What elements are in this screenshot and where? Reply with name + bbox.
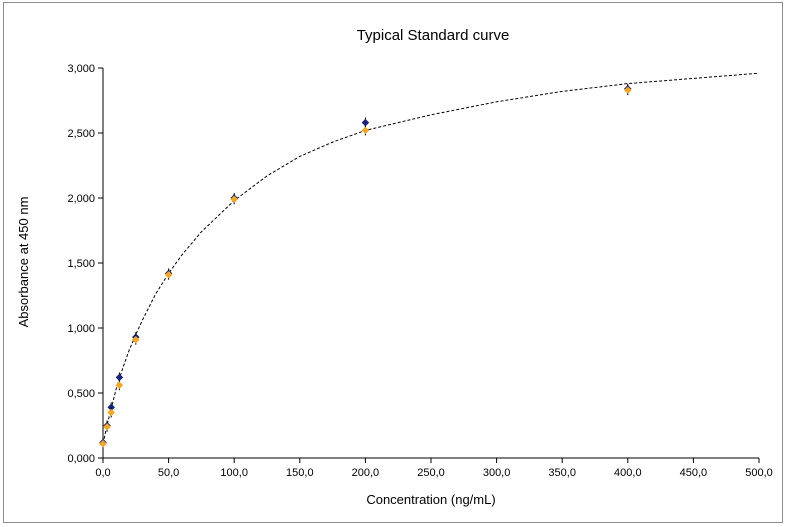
y-axis-title: Absorbance at 450 nm xyxy=(16,197,31,328)
x-tick-label: 50,0 xyxy=(158,467,179,479)
x-tick-label: 400,0 xyxy=(614,467,642,479)
chart-frame xyxy=(3,2,783,523)
x-tick-label: 250,0 xyxy=(417,467,445,479)
data-point-replicate-2 xyxy=(103,422,111,431)
data-point-replicate-2 xyxy=(107,408,116,417)
y-tick-label: 1,000 xyxy=(67,323,95,335)
x-tick-label: 200,0 xyxy=(352,467,380,479)
fit-curve-line xyxy=(102,72,760,444)
data-point-replicate-2 xyxy=(115,381,124,390)
data-point-replicate-2 xyxy=(131,335,140,344)
x-tick-label: 450,0 xyxy=(680,467,708,479)
chart-title: Typical Standard curve xyxy=(357,27,510,44)
x-tick-label: 100,0 xyxy=(220,467,248,479)
x-tick-label: 500,0 xyxy=(745,467,773,479)
data-point-replicate-2 xyxy=(164,270,173,279)
y-tick-label: 0,000 xyxy=(67,453,95,465)
data-point-replicate-2 xyxy=(99,439,107,448)
y-tick-label: 1,500 xyxy=(67,258,95,270)
y-tick-label: 2,000 xyxy=(67,193,95,205)
x-axis-title: Concentration (ng/mL) xyxy=(366,492,495,507)
data-point-replicate-2 xyxy=(361,126,370,135)
data-point-replicate-1 xyxy=(361,118,370,127)
plot-area: 0,0 50,0 100,0 150,0 200,0 250,0 300,0 350,0 400… xyxy=(67,63,772,479)
data-point-replicate-2 xyxy=(230,195,239,204)
data-point-replicate-2 xyxy=(623,86,632,94)
y-tick-label: 3,000 xyxy=(67,63,95,75)
x-tick-label: 350,0 xyxy=(548,467,576,479)
x-tick-label: 0,0 xyxy=(95,467,110,479)
y-tick-label: 0,500 xyxy=(67,388,95,400)
x-tick-label: 150,0 xyxy=(286,467,314,479)
y-tick-label: 2,500 xyxy=(67,128,95,140)
data-point-replicate-1 xyxy=(115,373,124,382)
x-tick-label: 300,0 xyxy=(483,467,511,479)
